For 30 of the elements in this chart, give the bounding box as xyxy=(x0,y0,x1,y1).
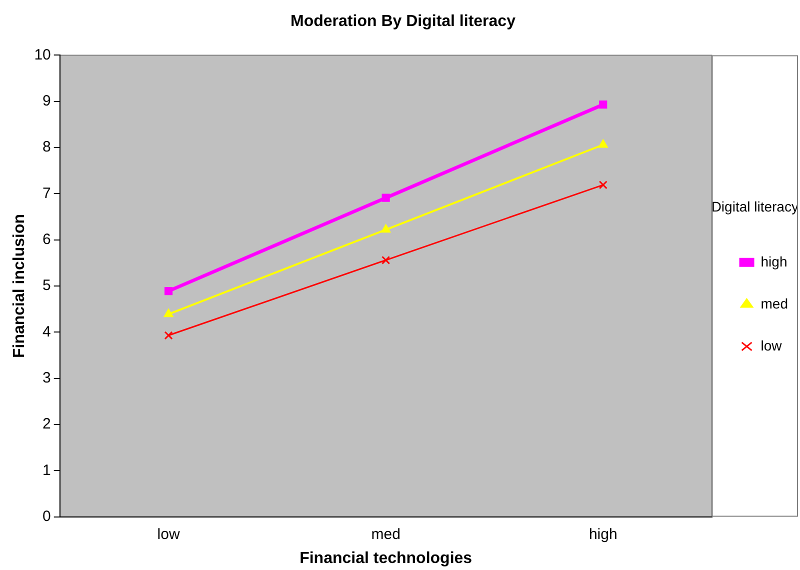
y-tick-label: 9 xyxy=(42,92,51,110)
legend-label: med xyxy=(760,295,788,312)
point xyxy=(598,180,608,190)
x-tick-label: med xyxy=(371,526,400,543)
y-tick-label: 4 xyxy=(42,323,51,340)
y-tick-label: 6 xyxy=(42,230,51,248)
point xyxy=(598,139,608,148)
x-tick-label: low xyxy=(157,526,180,543)
y-tick-label: 0 xyxy=(42,508,51,525)
point xyxy=(599,100,608,109)
point xyxy=(382,256,390,264)
legend-title: Digital literacy xyxy=(711,198,798,214)
point xyxy=(380,224,391,233)
point xyxy=(382,194,390,202)
chart-title: Moderation By Digital literacy xyxy=(290,13,516,30)
y-tick-label: 10 xyxy=(34,46,51,64)
point xyxy=(164,287,173,296)
y-tick-label: 5 xyxy=(42,277,51,294)
y-tick-label: 3 xyxy=(42,369,51,386)
legend-label: low xyxy=(760,337,783,354)
x-tick-label: high xyxy=(588,526,618,543)
point xyxy=(164,331,173,340)
y-tick-label: 2 xyxy=(42,416,51,433)
point xyxy=(164,308,174,318)
legend-label: high xyxy=(760,253,788,270)
y-axis-title: Financial inclusion xyxy=(11,214,28,358)
x-axis-title: Financial technologies xyxy=(300,550,472,567)
y-tick-label: 1 xyxy=(42,462,51,479)
y-tick-label: 8 xyxy=(42,138,51,156)
y-tick-label: 7 xyxy=(42,184,51,202)
